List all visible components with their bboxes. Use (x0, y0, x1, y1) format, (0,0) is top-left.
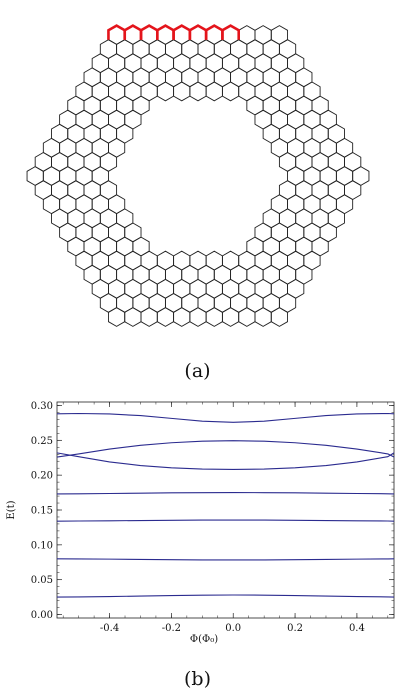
plot-frame (56, 401, 395, 619)
x-tick-label: -0.2 (162, 623, 181, 634)
y-tick-label: 0.05 (31, 575, 53, 586)
caption-b: (b) (184, 668, 211, 690)
energy-level-line-6 (56, 440, 395, 458)
highlighted-edge-segment (139, 24, 159, 40)
y-tick-label: 0.10 (31, 540, 53, 551)
y-tick-label: 0.25 (31, 436, 53, 447)
y-tick-label: 0.00 (31, 610, 53, 621)
highlighted-edge-segment (188, 24, 208, 40)
x-tick-label: 0.4 (349, 623, 365, 634)
hexagonal-ring-lattice (26, 24, 370, 327)
highlighted-edge-segment (204, 24, 224, 40)
lattice-hexagon (352, 166, 370, 186)
highlighted-edge-segment (123, 24, 143, 40)
x-tick-label: -0.4 (100, 623, 119, 634)
energy-level-line-3 (56, 519, 395, 522)
energy-level-line-5 (56, 452, 395, 470)
y-axis-label: E(t) (6, 500, 17, 519)
energy-level-line-2 (56, 558, 395, 561)
energy-spectrum-chart: 0.00 0.05 0.10 0.15 0.20 0.25 0.30 -0.4 -0.2 0.0 0… (6, 401, 395, 645)
y-tick-label: 0.30 (31, 401, 53, 412)
x-axis-label: Φ(Φ₀) (190, 634, 218, 645)
highlighted-edge-segment (172, 24, 192, 40)
highlighted-edge-segment (107, 24, 127, 40)
highlighted-edge-segment (221, 24, 240, 40)
y-tick-label: 0.15 (31, 506, 53, 517)
x-tick-label: 0.2 (287, 623, 303, 634)
axis-ticks (57, 402, 394, 618)
energy-level-line-7 (56, 412, 395, 423)
energy-level-line-4 (56, 492, 395, 495)
tick-labels: 0.00 0.05 0.10 0.15 0.20 0.25 0.30 -0.4 -0.2 0.0 0… (31, 401, 365, 634)
y-tick-label: 0.20 (31, 471, 53, 482)
highlighted-edge-segment (156, 24, 175, 40)
x-tick-label: 0.0 (225, 623, 241, 634)
series-lines (56, 412, 395, 598)
energy-level-line-1 (56, 594, 395, 598)
caption-a: (a) (184, 360, 211, 382)
